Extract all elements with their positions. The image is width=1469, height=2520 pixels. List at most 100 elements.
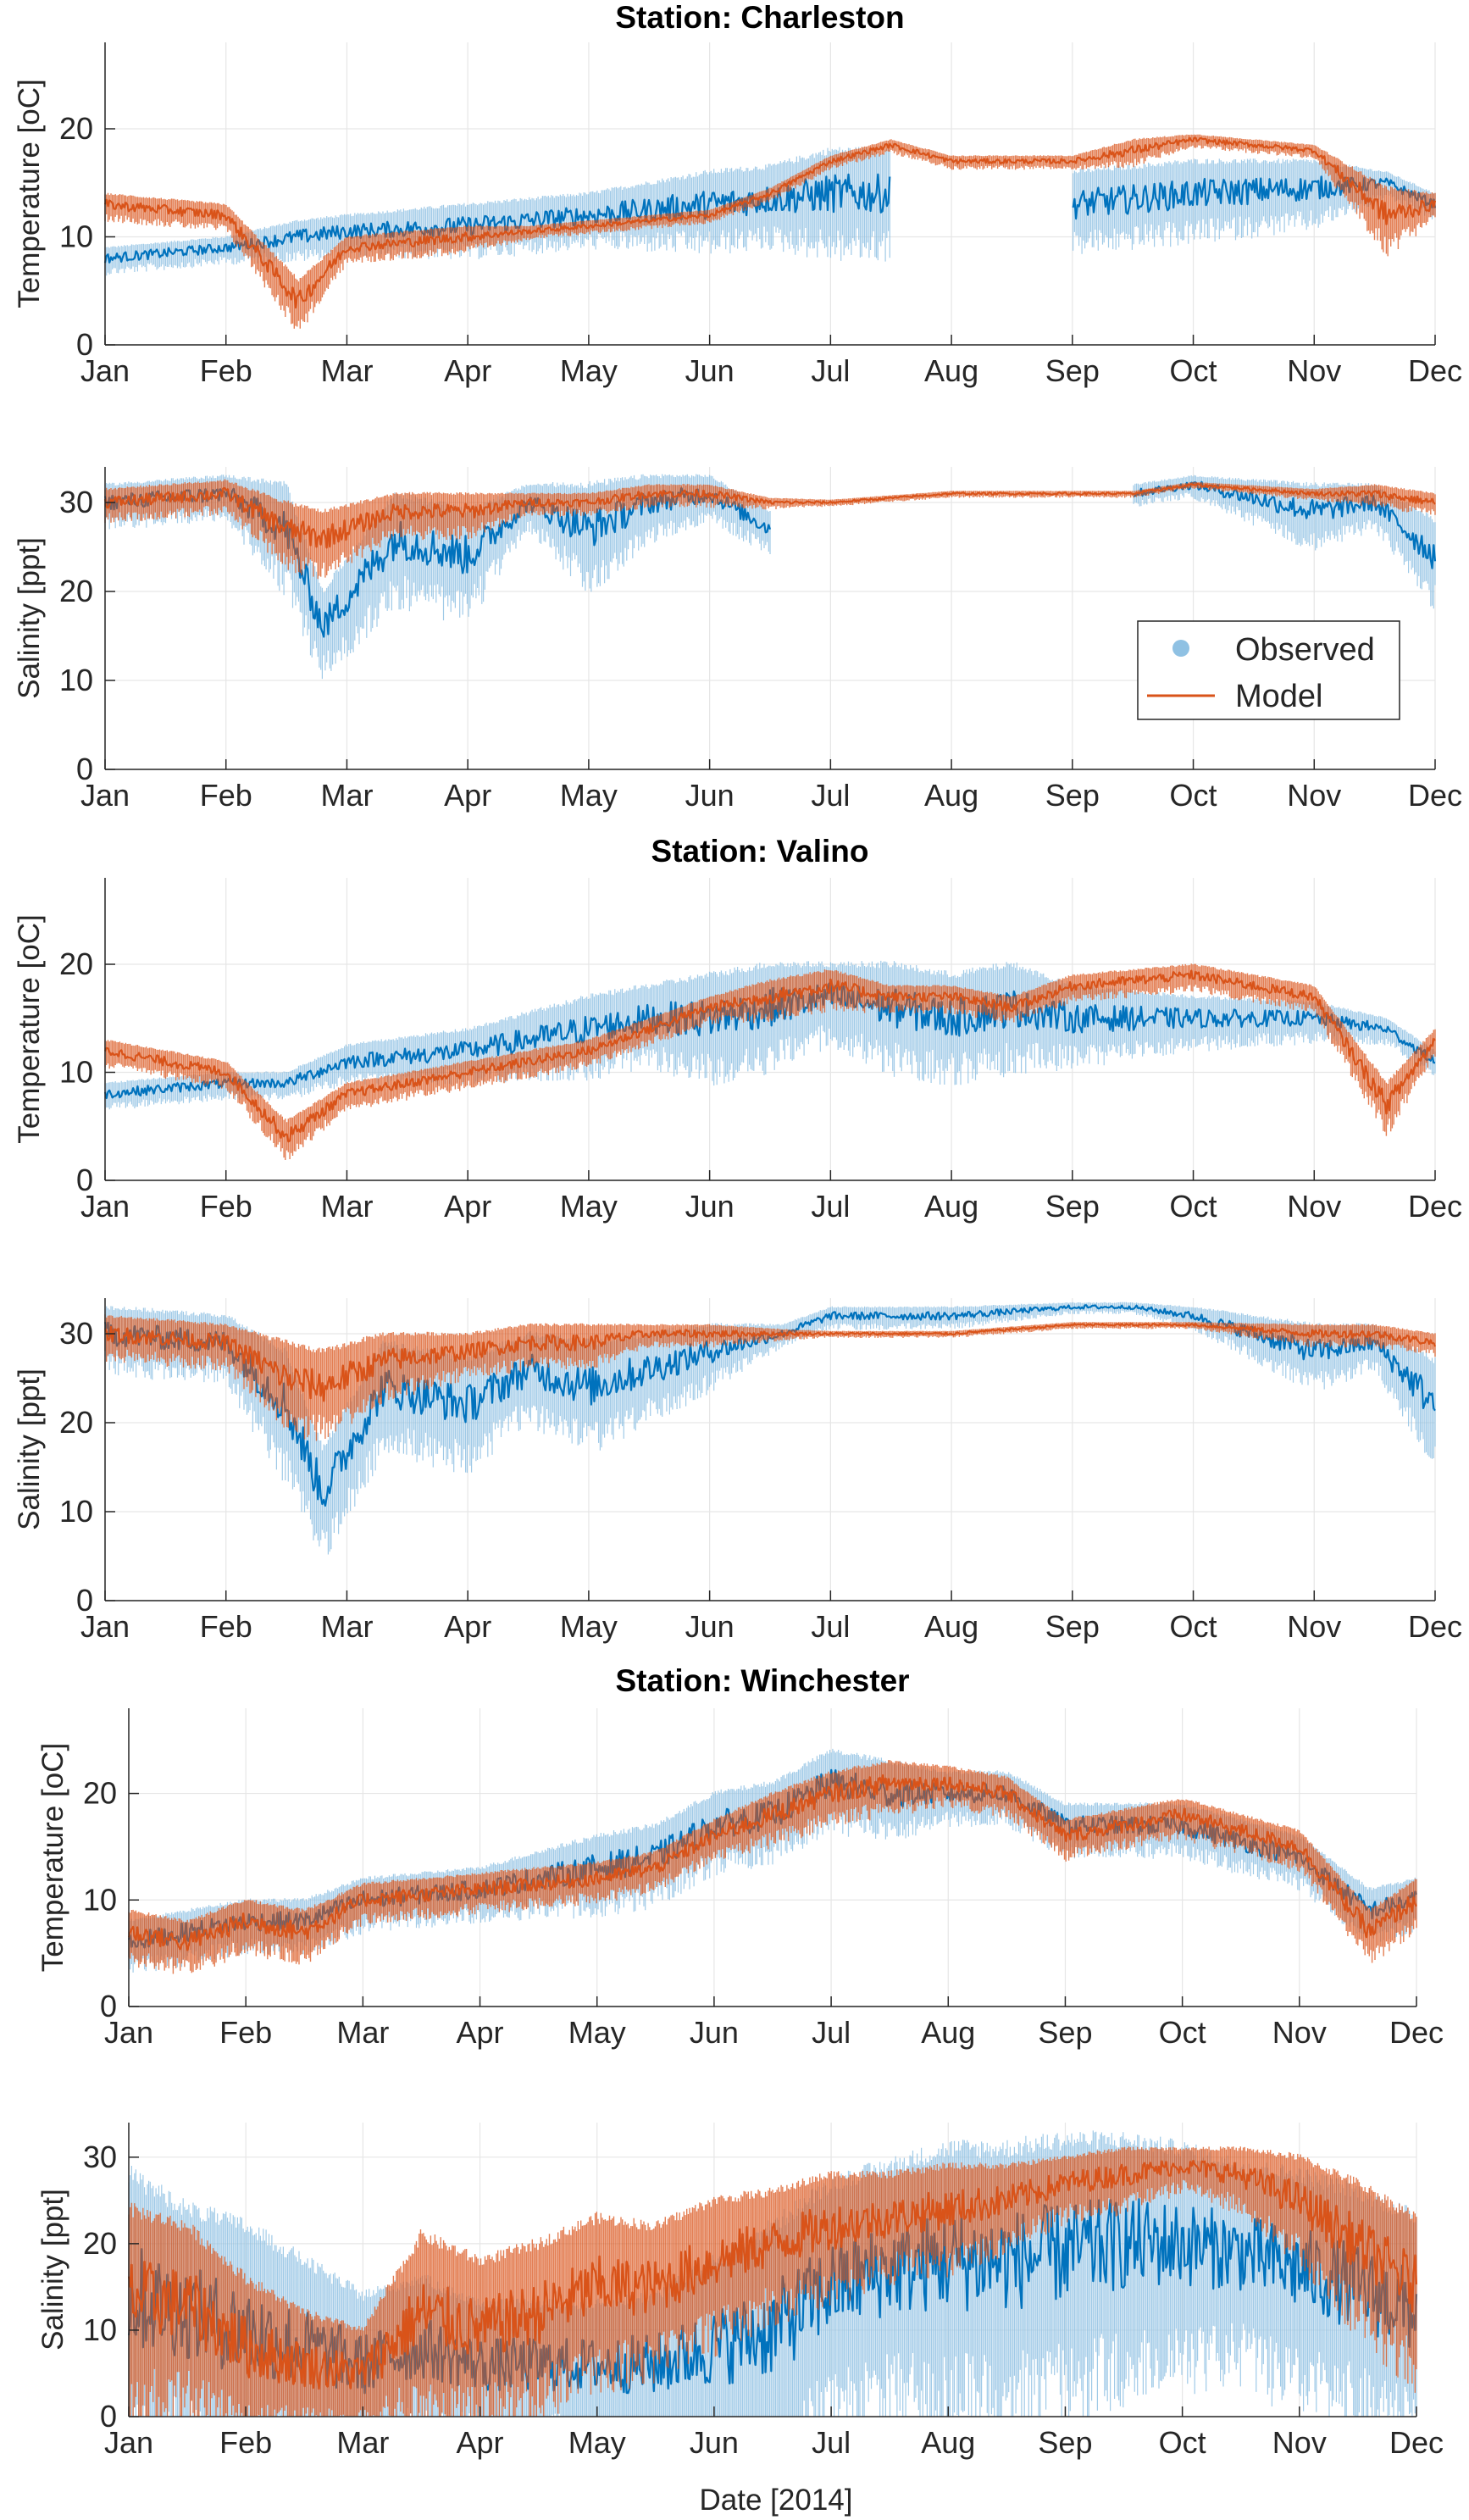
x-tick-label: Apr <box>444 1609 491 1644</box>
x-tick-label: Jul <box>811 353 850 388</box>
x-tick-label: Jan <box>80 778 130 813</box>
x-tick-label: Jun <box>690 2425 739 2460</box>
plot-area <box>127 2130 1418 2417</box>
x-tick-label: Nov <box>1272 2425 1327 2460</box>
x-tick-label: Oct <box>1170 1189 1217 1224</box>
y-tick-label: 0 <box>76 752 93 786</box>
x-tick-label: Dec <box>1389 2425 1444 2460</box>
legend-model-label: Model <box>1235 679 1323 714</box>
x-tick-label: Jun <box>685 1189 734 1224</box>
series-model-line <box>104 969 1436 1143</box>
x-tick-label: Nov <box>1287 1189 1341 1224</box>
panel-title: Station: Winchester <box>615 1663 909 1698</box>
plot-area <box>103 1302 1437 1555</box>
x-tick-label: Jun <box>685 1609 734 1644</box>
x-tick-label: Jul <box>811 778 850 813</box>
x-axis-label: Date [2014] <box>700 2484 853 2517</box>
panel-charleston-temperature: Jan Feb Mar Apr May Jun Jul Aug Sep Oct Nov Dec 0 10 2… <box>13 0 1462 388</box>
x-tick-label: Dec <box>1408 778 1462 813</box>
x-tick-label: Apr <box>444 353 491 388</box>
y-tick-label: 20 <box>59 1405 93 1440</box>
panel-winchester-salinity: Jan Feb Mar Apr May Jun Jul Aug Sep Oct Nov Dec 0 10 2… <box>36 2123 1444 2460</box>
series-model <box>104 1314 1437 1441</box>
series-model-line <box>104 1323 1437 1402</box>
y-tick-label: 20 <box>83 1776 117 1811</box>
x-tick-label: Nov <box>1287 1609 1341 1644</box>
x-tick-label: Mar <box>320 1189 373 1224</box>
y-tick-label: 10 <box>83 1882 117 1917</box>
y-axis-label: Temperature [oC] <box>13 914 46 1143</box>
x-tick-label: May <box>560 353 618 388</box>
panel-winchester-temperature: Jan Feb Mar Apr May Jun Jul Aug Sep Oct Nov Dec 0 10 2… <box>36 1663 1444 2050</box>
panel-valino-salinity: Jan Feb Mar Apr May Jun Jul Aug Sep Oct Nov Dec 0 10 2… <box>13 1298 1462 1644</box>
x-tick-label: Jul <box>812 2425 851 2460</box>
y-axis-label: Temperature [oC] <box>13 79 46 308</box>
x-tick-label: Sep <box>1045 1609 1100 1644</box>
x-tick-label: Jun <box>690 2015 739 2050</box>
y-tick-label: 0 <box>76 327 93 362</box>
panel-charleston-salinity: Jan Feb Mar Apr May Jun Jul Aug Sep Oct Nov Dec 0 10 2… <box>13 467 1462 813</box>
x-tick-label: May <box>560 1609 618 1644</box>
x-tick-label: Aug <box>921 2015 975 2050</box>
x-tick-label: Sep <box>1045 1189 1100 1224</box>
x-tick-label: Mar <box>336 2015 389 2050</box>
x-tick-label: Feb <box>200 778 252 813</box>
x-tick-label: Dec <box>1408 1189 1462 1224</box>
x-tick-label: Feb <box>200 1189 252 1224</box>
x-tick-label: Oct <box>1159 2425 1206 2460</box>
series-model <box>127 1760 1417 1974</box>
x-tick-label: Jul <box>811 1609 850 1644</box>
y-tick-label: 10 <box>59 1055 93 1090</box>
x-tick-label: Oct <box>1159 2015 1206 2050</box>
x-tick-label: Sep <box>1045 778 1100 813</box>
x-tick-label: Sep <box>1045 353 1100 388</box>
legend: Observed Model <box>1137 620 1400 720</box>
series-model <box>127 2146 1418 2417</box>
x-tick-label: Aug <box>924 1189 978 1224</box>
x-tick-label: Oct <box>1170 778 1217 813</box>
y-tick-label: 20 <box>59 946 93 981</box>
panel-valino-temperature: Jan Feb Mar Apr May Jun Jul Aug Sep Oct Nov Dec 0 10 2… <box>13 834 1462 1224</box>
plot-area <box>127 1748 1417 1974</box>
x-tick-label: Feb <box>200 1609 252 1644</box>
x-tick-label: Mar <box>336 2425 389 2460</box>
x-tick-label: Nov <box>1287 778 1341 813</box>
x-tick-label: Dec <box>1408 353 1462 388</box>
y-tick-label: 30 <box>59 1316 93 1351</box>
x-tick-label: Aug <box>924 1609 978 1644</box>
x-tick-label: Mar <box>320 353 373 388</box>
y-tick-label: 30 <box>59 485 93 519</box>
x-tick-label: Dec <box>1408 1609 1462 1644</box>
x-tick-label: Jun <box>685 353 734 388</box>
x-tick-label: May <box>568 2425 626 2460</box>
panel-title: Station: Valino <box>651 834 869 869</box>
x-tick-label: Dec <box>1389 2015 1444 2050</box>
x-tick-label: May <box>560 1189 618 1224</box>
x-tick-label: Feb <box>219 2425 272 2460</box>
x-tick-label: Jan <box>80 353 130 388</box>
x-tick-label: Apr <box>457 2425 504 2460</box>
x-tick-label: Oct <box>1170 1609 1217 1644</box>
x-tick-label: Aug <box>921 2425 975 2460</box>
x-tick-label: Jan <box>80 1609 130 1644</box>
legend-observed-label: Observed <box>1235 632 1375 668</box>
x-tick-label: Oct <box>1170 353 1217 388</box>
y-tick-label: 10 <box>59 663 93 697</box>
y-tick-label: 0 <box>100 2399 117 2434</box>
x-tick-label: Apr <box>444 1189 491 1224</box>
y-tick-label: 10 <box>83 2312 117 2347</box>
series-model-line <box>103 482 1436 549</box>
x-tick-label: Apr <box>457 2015 504 2050</box>
y-tick-label: 20 <box>59 111 93 146</box>
panel-title: Station: Charleston <box>615 0 904 35</box>
x-tick-label: Aug <box>924 353 978 388</box>
y-tick-label: 0 <box>76 1583 93 1618</box>
y-tick-label: 0 <box>76 1163 93 1197</box>
x-tick-label: Jan <box>104 2015 153 2050</box>
series-model <box>104 963 1436 1160</box>
y-axis-label: Temperature [oC] <box>36 1743 69 1972</box>
x-tick-label: Jul <box>812 2015 851 2050</box>
x-tick-label: Jun <box>685 778 734 813</box>
y-axis-label: Salinity [ppt] <box>13 1368 46 1530</box>
